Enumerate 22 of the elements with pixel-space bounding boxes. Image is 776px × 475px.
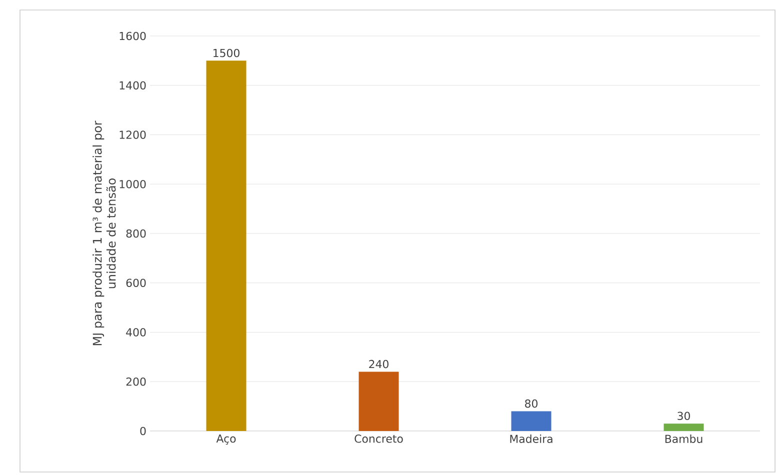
y-tick-label: 1200	[120, 130, 146, 139]
y-tick-label: 1600	[120, 32, 146, 40]
y-tick-label: 200	[126, 377, 146, 386]
bar	[206, 60, 246, 431]
data-label: 80	[525, 399, 538, 408]
y-tick-label: 1000	[120, 180, 146, 188]
bar	[511, 411, 552, 431]
x-tick-label: Aço	[216, 434, 236, 445]
y-tick-label: 400	[126, 328, 146, 336]
x-tick-label: Madeira	[510, 434, 552, 443]
y-tick-label: 600	[126, 278, 146, 288]
data-label: 1500	[214, 48, 240, 58]
bar	[664, 424, 704, 431]
y-tick-label: 0	[140, 426, 146, 436]
y-tick-label: 800	[126, 229, 146, 238]
bar	[358, 372, 399, 431]
data-label: 30	[678, 412, 690, 420]
y-axis-title: MJ para produzir 1 m³ de material por unidade de tensão	[92, 120, 116, 346]
y-tick-label: 1400	[120, 81, 146, 90]
data-label: 240	[369, 360, 388, 368]
x-tick-label: Concreto	[354, 434, 403, 443]
x-tick-label: Bambu	[665, 434, 702, 443]
